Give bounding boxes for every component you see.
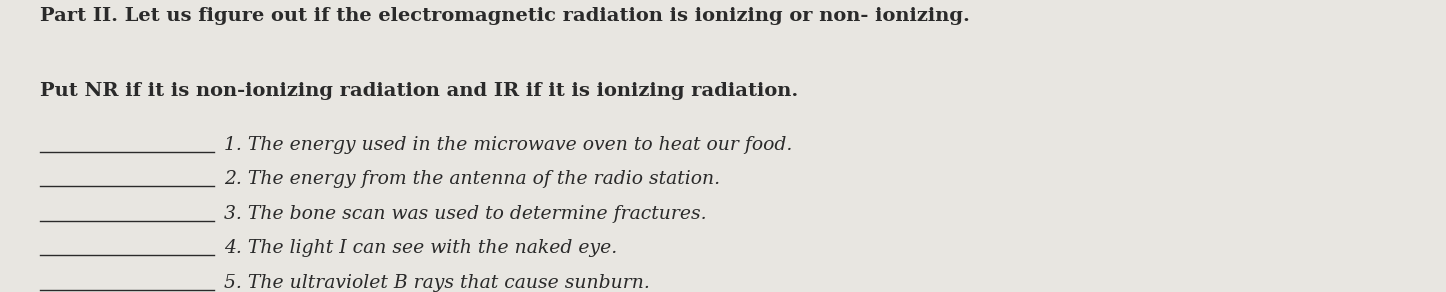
Text: 4. The light I can see with the naked eye.: 4. The light I can see with the naked ey… [224,239,617,257]
Text: 1. The energy used in the microwave oven to heat our food.: 1. The energy used in the microwave oven… [224,136,792,154]
Text: Part II. Let us figure out if the electromagnetic radiation is ionizing or non- : Part II. Let us figure out if the electr… [40,7,970,25]
Text: Put NR if it is non-ionizing radiation and IR if it is ionizing radiation.: Put NR if it is non-ionizing radiation a… [40,82,798,100]
Text: 2. The energy from the antenna of the radio station.: 2. The energy from the antenna of the ra… [224,170,720,188]
Text: 3. The bone scan was used to determine fractures.: 3. The bone scan was used to determine f… [224,205,707,223]
Text: 5. The ultraviolet B rays that cause sunburn.: 5. The ultraviolet B rays that cause sun… [224,274,651,292]
